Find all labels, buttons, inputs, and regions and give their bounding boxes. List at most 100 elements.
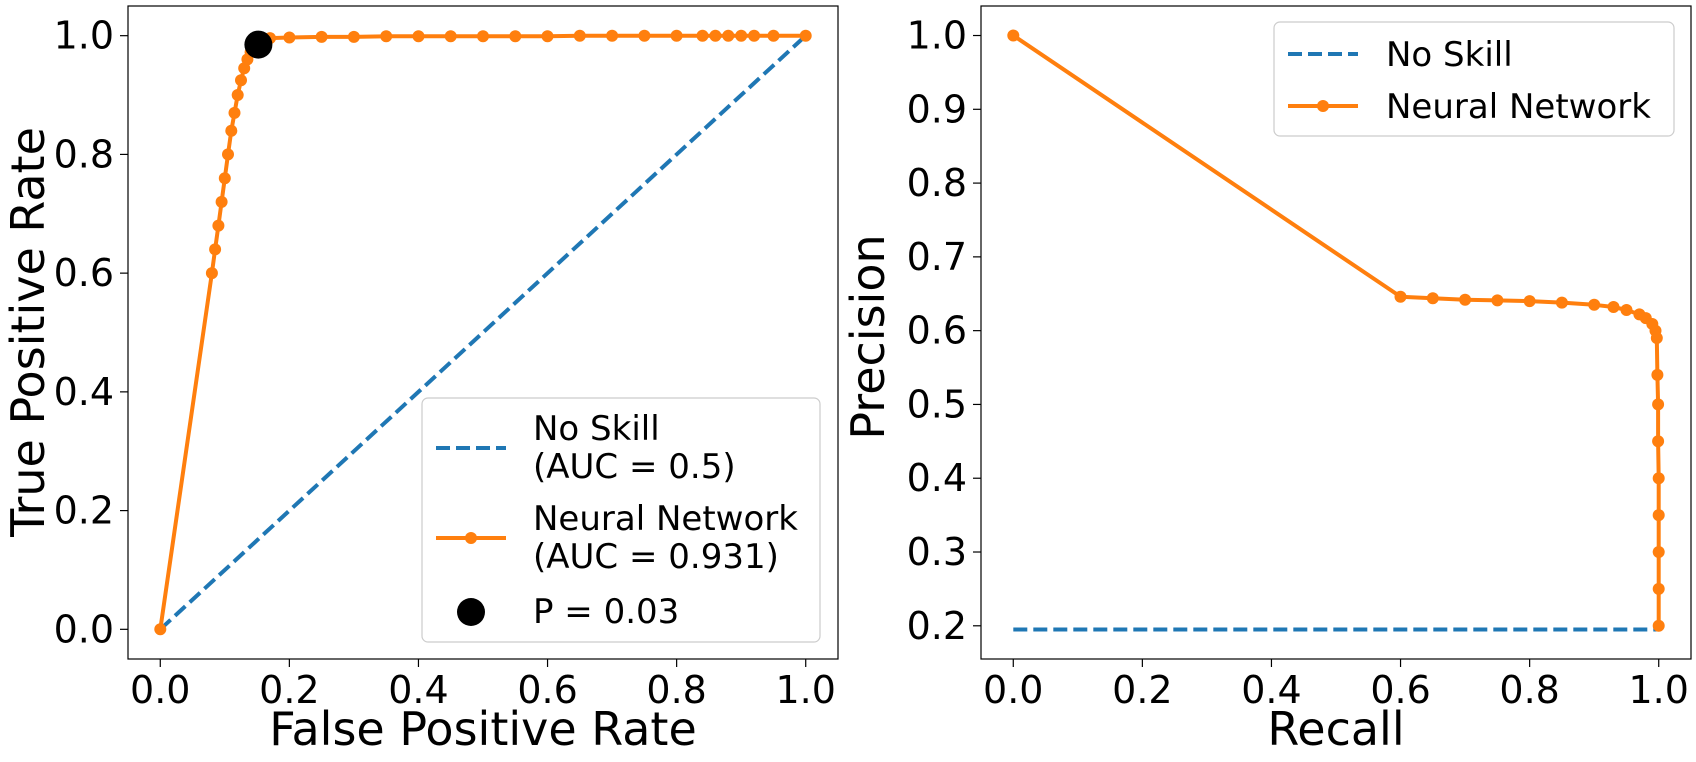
- pr-series-neural-network-point: [1555, 296, 1568, 309]
- roc-series-neural-network-point: [235, 74, 247, 87]
- pr-series-neural-network-point: [1426, 292, 1439, 305]
- roc-series-neural-network-point: [477, 30, 489, 43]
- roc-series-neural-network-point: [212, 219, 225, 232]
- roc-series-neural-network-point: [231, 89, 244, 101]
- roc-series-neural-network-point: [696, 29, 709, 42]
- roc-series-neural-network-point: [315, 30, 328, 43]
- pr-y-tick-label: 0.9: [907, 87, 967, 131]
- pr-ticks: 0.0 0.2 0.4 0.6 0.8 1.0 0.2 0.3 0.4 0.5 0.6 0.7 0.8 0…: [907, 14, 1689, 712]
- pr-y-tick-label: 1.0: [907, 14, 967, 58]
- roc-series-neural-network-point: [444, 30, 457, 43]
- roc-series-neural-network-point: [209, 243, 222, 256]
- roc-x-tick-label: 0.6: [517, 668, 577, 712]
- roc-legend-no-skill-line1: No Skill: [533, 409, 660, 449]
- pr-y-tick-label: 0.6: [907, 309, 967, 353]
- pr-legend-no-skill-label: No Skill: [1386, 35, 1513, 75]
- pr-series-neural-network-point: [1588, 298, 1601, 311]
- roc-series-neural-network-point: [380, 30, 393, 43]
- pr-series-neural-network-point: [1607, 301, 1620, 313]
- pr-series-neural-network-point: [1620, 304, 1633, 316]
- roc-legend-nn-line1: Neural Network: [533, 499, 798, 539]
- roc-series-neural-network-point: [215, 195, 228, 208]
- pr-x-tick-label: 0.8: [1499, 668, 1559, 712]
- roc-series-neural-network-point: [283, 31, 296, 44]
- roc-series-neural-network-point: [638, 29, 651, 42]
- pr-legend-box: [1273, 21, 1675, 137]
- pr-x-axis-label: Recall: [1267, 702, 1404, 756]
- roc-series-neural-network-point: [509, 30, 522, 43]
- roc-series-neural-network-point: [799, 29, 812, 42]
- roc-series: [154, 29, 812, 636]
- pr-y-tick-label: 0.8: [907, 161, 967, 205]
- roc-x-tick-label: 0.4: [388, 668, 448, 712]
- pr-series-neural-network-point: [1652, 582, 1665, 595]
- roc-series-neural-network-point: [709, 29, 722, 42]
- pr-x-tick-label: 0.2: [1112, 668, 1172, 712]
- roc-legend-box: [421, 397, 821, 643]
- roc-legend-no-skill-line2: (AUC = 0.5): [533, 447, 736, 487]
- roc-legend-threshold-label: P = 0.03: [533, 592, 679, 632]
- roc-series-neural-network-point: [606, 29, 619, 42]
- pr-series-neural-network-point: [1652, 472, 1665, 485]
- pr-legend-nn-label: Neural Network: [1386, 87, 1651, 127]
- pr-series-neural-network-point: [1652, 435, 1665, 448]
- roc-x-tick-label: 0.0: [130, 668, 190, 712]
- roc-y-axis-label: True Positive Rate: [1, 127, 55, 538]
- roc-series-neural-network-point: [767, 29, 780, 42]
- roc-series-neural-network-point: [722, 29, 735, 42]
- roc-chart: 0.0 0.2 0.4 0.6 0.8 1.0 0.0 0.2 0.4 0.6 0.8 1.0 Fal…: [1, 5, 839, 756]
- roc-series-neural-network-point: [573, 29, 586, 42]
- pr-x-tick-label: 0.0: [983, 668, 1043, 712]
- roc-series-neural-network-point: [670, 29, 683, 42]
- pr-legend: No Skill Neural Network: [1273, 21, 1675, 137]
- roc-y-tick-label: 0.0: [54, 607, 114, 651]
- pr-series: [1007, 29, 1665, 632]
- pr-y-tick-label: 0.4: [907, 456, 967, 500]
- pr-y-tick-label: 0.2: [907, 604, 967, 648]
- pr-series-neural-network-point: [1523, 295, 1536, 308]
- pr-x-tick-label: 0.4: [1241, 668, 1301, 712]
- roc-series-neural-network-point: [347, 30, 360, 43]
- roc-y-tick-label: 0.8: [54, 132, 114, 176]
- roc-series-neural-network-point: [735, 29, 748, 42]
- pr-y-tick-label: 0.3: [907, 530, 967, 574]
- roc-legend: No Skill (AUC = 0.5) Neural Network (AUC…: [421, 397, 821, 643]
- roc-ticks: 0.0 0.2 0.4 0.6 0.8 1.0 0.0 0.2 0.4 0.6 0.8 1.0: [54, 14, 836, 712]
- roc-x-tick-label: 1.0: [776, 668, 836, 712]
- roc-x-axis-label: False Positive Rate: [269, 702, 697, 756]
- pr-x-tick-label: 1.0: [1629, 668, 1689, 712]
- pr-series-neural-network-point: [1491, 294, 1504, 307]
- pr-series-neural-network-point: [1650, 332, 1663, 344]
- roc-y-tick-label: 0.4: [54, 370, 114, 414]
- roc-series-no-skill-line: [158, 34, 808, 631]
- roc-x-tick-label: 0.2: [259, 668, 319, 712]
- roc-legend-nn-line2: (AUC = 0.931): [533, 537, 779, 577]
- roc-x-tick-label: 0.8: [646, 668, 706, 712]
- roc-series-neural-network-point: [748, 29, 761, 42]
- roc-series-neural-network-point: [541, 30, 554, 43]
- pr-y-tick-label: 0.7: [907, 235, 967, 279]
- roc-series-neural-network-point: [218, 172, 231, 185]
- roc-series-neural-network-point: [154, 623, 167, 636]
- roc-series-neural-network-point: [205, 267, 218, 280]
- pr-series-neural-network-point: [1652, 619, 1665, 632]
- roc-series-neural-network-point: [412, 30, 425, 43]
- roc-series-p-0-03-point: [244, 30, 273, 59]
- pr-chart: 0.0 0.2 0.4 0.6 0.8 1.0 0.2 0.3 0.4 0.5 0.6 0.7 0.8 0…: [841, 5, 1692, 756]
- pr-y-tick-label: 0.5: [907, 382, 967, 426]
- pr-y-axis-label: Precision: [841, 234, 895, 439]
- pr-x-tick-label: 0.6: [1370, 668, 1430, 712]
- pr-series-neural-network-point: [1652, 398, 1665, 411]
- roc-y-tick-label: 0.6: [54, 251, 114, 295]
- roc-y-tick-label: 1.0: [54, 14, 114, 58]
- pr-legend-nn-swatch-marker: [1317, 100, 1329, 112]
- pr-series-neural-network-point: [1007, 29, 1020, 42]
- roc-series-neural-network-point: [222, 148, 234, 161]
- pr-series-neural-network-point: [1652, 509, 1665, 522]
- roc-legend-nn-swatch-marker: [465, 532, 477, 544]
- roc-legend-threshold-swatch: [457, 598, 485, 626]
- pr-series-neural-network-point: [1459, 293, 1472, 306]
- roc-series-neural-network-point: [228, 106, 241, 119]
- pr-series-neural-network-point: [1651, 368, 1664, 381]
